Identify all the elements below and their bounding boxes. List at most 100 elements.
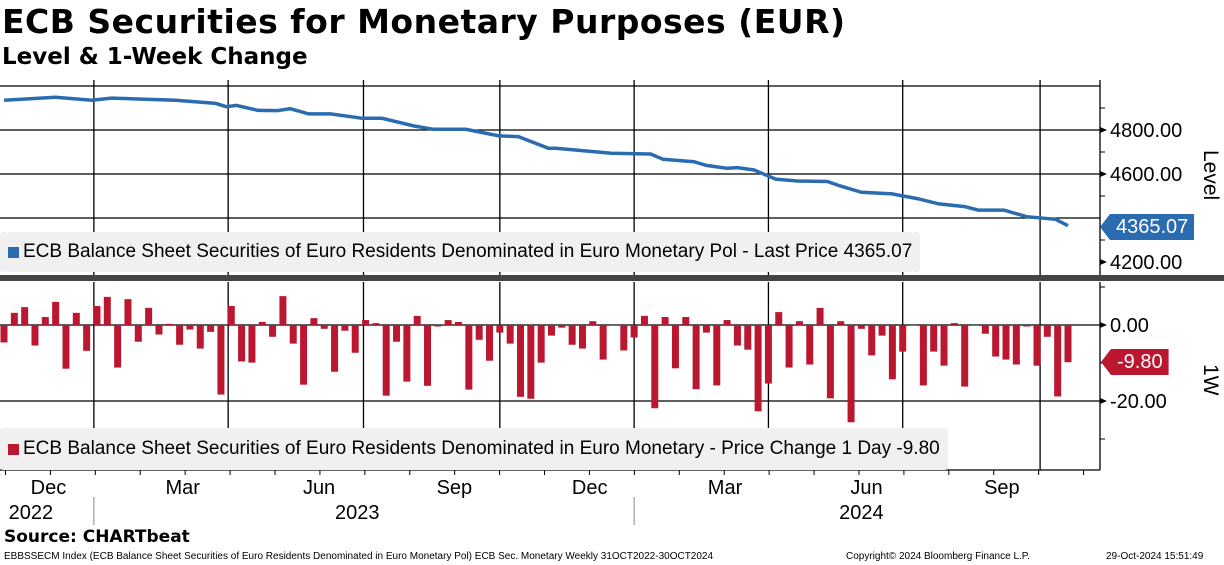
level-tick-label: 4800.00 <box>1110 120 1182 142</box>
change-bar <box>289 325 297 344</box>
change-bar <box>465 325 473 390</box>
change-bar <box>992 325 1000 357</box>
change-bar <box>723 320 731 325</box>
change-bar <box>950 323 958 325</box>
change-bar <box>1054 325 1062 397</box>
level-tick-label: 4200.00 <box>1110 252 1182 274</box>
change-bar <box>10 312 18 325</box>
change-bar <box>248 325 256 363</box>
month-label: Dec <box>31 477 67 499</box>
change-bar <box>1064 325 1072 363</box>
change-bar <box>1033 325 1041 366</box>
change-bar <box>486 325 494 361</box>
change-bar <box>878 325 886 336</box>
change-bar <box>52 301 60 325</box>
tick-labels: 4200.00 4600.00 4800.00 0.00 -20.00 Dec Mar Jun… <box>9 120 1183 524</box>
change-bar <box>940 325 948 366</box>
change-bar <box>981 325 989 334</box>
change-bar <box>455 321 463 325</box>
change-bar <box>331 325 339 372</box>
change-bar <box>382 325 390 396</box>
change-bar <box>837 321 845 325</box>
change-bar <box>640 315 648 325</box>
change-bar <box>496 325 504 333</box>
change-bar <box>899 325 907 352</box>
change-bar <box>692 325 700 390</box>
change-bar <box>806 325 814 365</box>
change-bar <box>888 325 896 380</box>
change-bar <box>103 296 111 325</box>
change-bar <box>320 325 328 329</box>
change-last-value-tag: -9.80 <box>1101 349 1169 375</box>
change-bar <box>733 325 741 346</box>
change-bar <box>661 317 669 325</box>
level-tick-arrow <box>1100 259 1107 265</box>
change-bar <box>589 321 597 325</box>
change-bar <box>713 325 721 386</box>
copyright: Copyright© 2024 Bloomberg Finance L.P. <box>846 551 1030 562</box>
change-bar <box>444 320 452 325</box>
change-bar <box>795 321 803 325</box>
change-bar <box>351 325 359 353</box>
month-label: Jun <box>850 477 882 499</box>
change-bar <box>754 325 762 412</box>
change-bar <box>217 325 225 395</box>
change-bar <box>413 315 421 325</box>
change-bar <box>517 325 524 397</box>
change-bar <box>682 317 690 325</box>
change-bar <box>527 325 535 399</box>
change-bar <box>165 323 173 325</box>
change-bar <box>630 325 638 338</box>
change-bar <box>124 299 132 325</box>
change-bar <box>372 323 380 325</box>
change-bar <box>176 325 184 345</box>
change-bar <box>186 325 194 330</box>
change-bar <box>847 325 855 423</box>
level-last-value-tag: 4365.07 <box>1100 214 1195 240</box>
change-bar <box>919 325 927 386</box>
year-label: 2024 <box>839 502 884 524</box>
change-bar <box>609 325 617 326</box>
change-bar <box>403 325 411 382</box>
change-bar <box>1002 325 1010 360</box>
level-legend: ECB Balance Sheet Securities of Euro Res… <box>0 232 921 272</box>
change-bar <box>227 306 235 325</box>
change-bar <box>599 325 607 360</box>
change-bar <box>72 312 80 325</box>
change-bar <box>961 325 969 387</box>
year-label: 2023 <box>335 502 380 524</box>
source-label: Source: CHARTbeat <box>4 527 190 547</box>
change-tick-arrow <box>1100 322 1107 328</box>
change-bar <box>41 317 49 325</box>
change-bar <box>744 325 752 350</box>
year-label: 2022 <box>9 502 54 524</box>
change-bar <box>816 307 824 325</box>
change-bar <box>930 325 938 352</box>
change-bars <box>0 296 1072 423</box>
level-tick-arrow <box>1100 171 1107 177</box>
change-bar <box>1043 325 1051 337</box>
change-tick-label: -20.00 <box>1110 391 1167 413</box>
month-label: Mar <box>165 477 200 499</box>
change-bar <box>651 325 659 409</box>
change-axis-title: 1W <box>1199 364 1222 396</box>
change-bar <box>558 325 566 328</box>
change-bar <box>145 307 153 325</box>
change-bar <box>775 312 783 325</box>
change-bar <box>671 325 679 369</box>
level-axis-title: Level <box>1199 150 1222 201</box>
change-bar <box>857 325 865 329</box>
change-bar <box>134 325 142 342</box>
change-bar <box>238 325 246 362</box>
change-legend-text: ECB Balance Sheet Securities of Euro Res… <box>23 438 940 459</box>
change-bar <box>21 307 29 325</box>
change-bar <box>207 325 215 332</box>
chart-title: ECB Securities for Monetary Purposes (EU… <box>2 2 846 41</box>
change-bar <box>475 325 483 340</box>
change-bar <box>393 325 401 342</box>
change-bar <box>83 325 91 351</box>
change-bar <box>971 325 979 326</box>
change-bar <box>547 325 555 336</box>
month-label: Dec <box>572 477 608 499</box>
chart-subtitle: Level & 1-Week Change <box>2 44 308 70</box>
